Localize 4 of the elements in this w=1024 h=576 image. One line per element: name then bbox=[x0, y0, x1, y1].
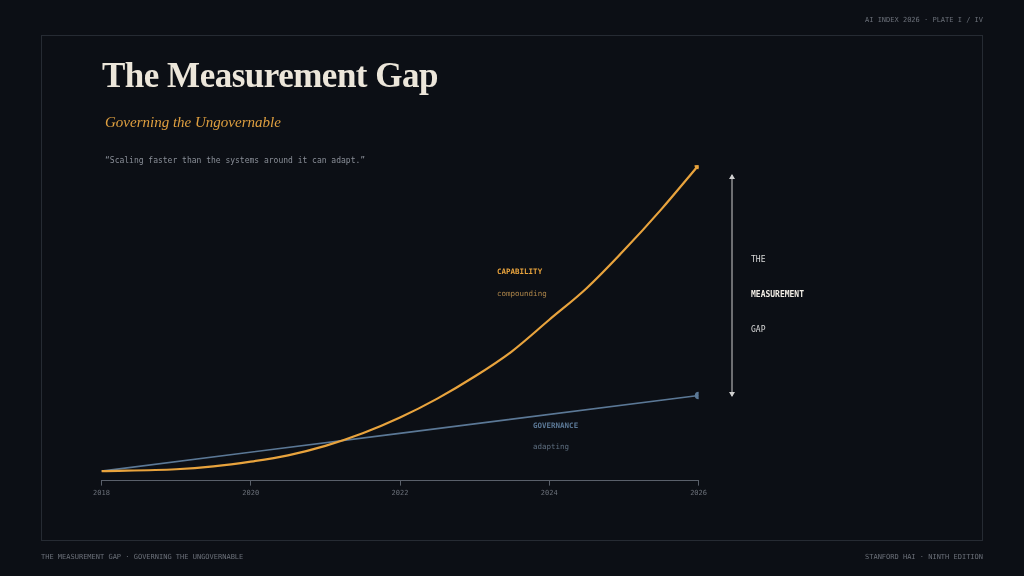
chart-title: The Measurement Gap bbox=[102, 56, 438, 96]
chart-subtitle: Governing the Ungovernable bbox=[105, 114, 281, 131]
text: THE MEASUREMENT GAP bbox=[751, 255, 804, 334]
text: “Scaling faster than the systems around it can adapt.” bbox=[105, 156, 366, 165]
